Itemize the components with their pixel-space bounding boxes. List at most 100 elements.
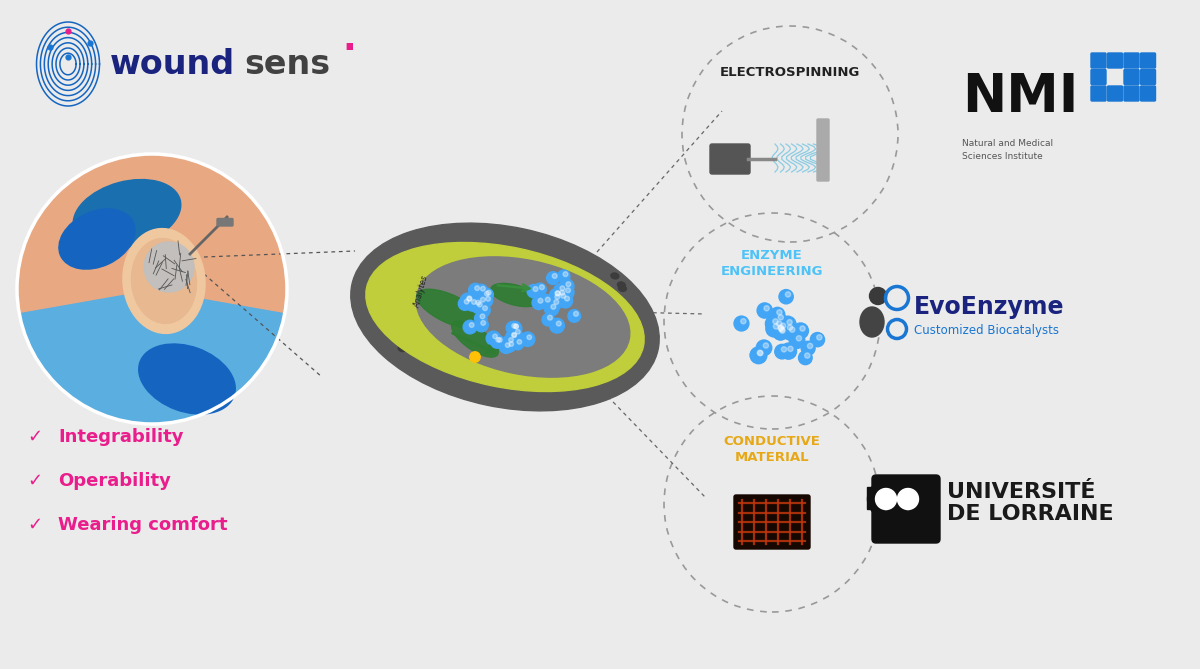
FancyBboxPatch shape xyxy=(1108,53,1122,68)
Circle shape xyxy=(772,324,786,338)
Circle shape xyxy=(780,322,796,338)
Ellipse shape xyxy=(524,361,532,367)
Circle shape xyxy=(772,322,787,338)
FancyBboxPatch shape xyxy=(1091,70,1106,84)
Text: CONDUCTIVE
MATERIAL: CONDUCTIVE MATERIAL xyxy=(724,434,821,464)
Ellipse shape xyxy=(132,239,197,323)
Circle shape xyxy=(464,299,469,304)
Text: Analytes: Analytes xyxy=(413,275,431,309)
Circle shape xyxy=(512,333,516,338)
Circle shape xyxy=(517,340,522,344)
Circle shape xyxy=(504,340,516,352)
Ellipse shape xyxy=(611,273,619,279)
Circle shape xyxy=(868,480,905,518)
Circle shape xyxy=(505,343,510,347)
FancyBboxPatch shape xyxy=(1124,70,1139,84)
Ellipse shape xyxy=(618,286,626,291)
Circle shape xyxy=(545,302,559,316)
FancyBboxPatch shape xyxy=(1091,86,1106,101)
Circle shape xyxy=(511,338,523,350)
Ellipse shape xyxy=(452,312,460,317)
Circle shape xyxy=(556,291,560,296)
Circle shape xyxy=(898,488,918,510)
Circle shape xyxy=(509,338,514,343)
Circle shape xyxy=(560,293,565,298)
Circle shape xyxy=(774,326,787,340)
Circle shape xyxy=(546,272,559,284)
Circle shape xyxy=(559,279,574,294)
Circle shape xyxy=(772,312,786,327)
Ellipse shape xyxy=(526,270,534,276)
Ellipse shape xyxy=(416,289,484,328)
Ellipse shape xyxy=(527,292,534,298)
Circle shape xyxy=(470,352,480,362)
Circle shape xyxy=(776,321,782,326)
Circle shape xyxy=(545,297,551,302)
Circle shape xyxy=(461,293,475,308)
Circle shape xyxy=(534,283,546,296)
Circle shape xyxy=(479,290,492,302)
Text: NMI: NMI xyxy=(962,71,1079,123)
Circle shape xyxy=(757,303,773,318)
Text: ELECTROSPINNING: ELECTROSPINNING xyxy=(720,66,860,78)
FancyBboxPatch shape xyxy=(1140,70,1156,84)
Ellipse shape xyxy=(388,332,395,338)
Circle shape xyxy=(533,286,538,292)
Ellipse shape xyxy=(59,209,136,269)
FancyBboxPatch shape xyxy=(1108,86,1122,101)
Ellipse shape xyxy=(528,349,536,354)
Ellipse shape xyxy=(559,304,566,310)
Circle shape xyxy=(532,296,546,310)
Circle shape xyxy=(804,353,810,358)
Circle shape xyxy=(787,346,793,351)
Circle shape xyxy=(790,332,805,349)
Ellipse shape xyxy=(416,257,630,377)
FancyBboxPatch shape xyxy=(217,219,233,226)
Circle shape xyxy=(565,288,570,293)
Circle shape xyxy=(766,316,781,332)
Ellipse shape xyxy=(547,320,556,326)
Circle shape xyxy=(498,338,502,343)
Circle shape xyxy=(514,324,518,329)
Circle shape xyxy=(766,320,782,337)
Circle shape xyxy=(516,329,520,334)
Circle shape xyxy=(817,334,822,340)
Circle shape xyxy=(511,332,516,337)
Circle shape xyxy=(797,336,802,341)
Wedge shape xyxy=(17,154,287,312)
Circle shape xyxy=(554,294,559,299)
Circle shape xyxy=(787,325,793,330)
Circle shape xyxy=(486,331,500,346)
Circle shape xyxy=(782,324,798,340)
Circle shape xyxy=(763,343,768,348)
Circle shape xyxy=(773,324,779,329)
Circle shape xyxy=(492,336,504,348)
Circle shape xyxy=(750,347,767,364)
Circle shape xyxy=(506,330,520,344)
Circle shape xyxy=(810,332,824,347)
Ellipse shape xyxy=(484,336,492,342)
Ellipse shape xyxy=(454,312,462,318)
Circle shape xyxy=(781,347,787,352)
FancyBboxPatch shape xyxy=(1124,86,1139,101)
Circle shape xyxy=(538,298,542,303)
Circle shape xyxy=(780,343,797,359)
Circle shape xyxy=(548,298,562,311)
Circle shape xyxy=(876,488,896,510)
Circle shape xyxy=(758,351,763,356)
Circle shape xyxy=(506,330,518,343)
Circle shape xyxy=(466,297,479,311)
Ellipse shape xyxy=(870,288,887,304)
Circle shape xyxy=(558,270,570,282)
Circle shape xyxy=(512,324,516,328)
Circle shape xyxy=(734,316,749,331)
Circle shape xyxy=(514,324,518,328)
Circle shape xyxy=(499,341,512,353)
Circle shape xyxy=(785,292,791,297)
Text: Wearing comfort: Wearing comfort xyxy=(58,516,228,534)
Circle shape xyxy=(474,312,487,324)
Ellipse shape xyxy=(583,329,592,335)
Text: wound: wound xyxy=(110,47,235,80)
Circle shape xyxy=(779,316,796,333)
Text: ENZYME
ENGINEERING: ENZYME ENGINEERING xyxy=(721,248,823,278)
